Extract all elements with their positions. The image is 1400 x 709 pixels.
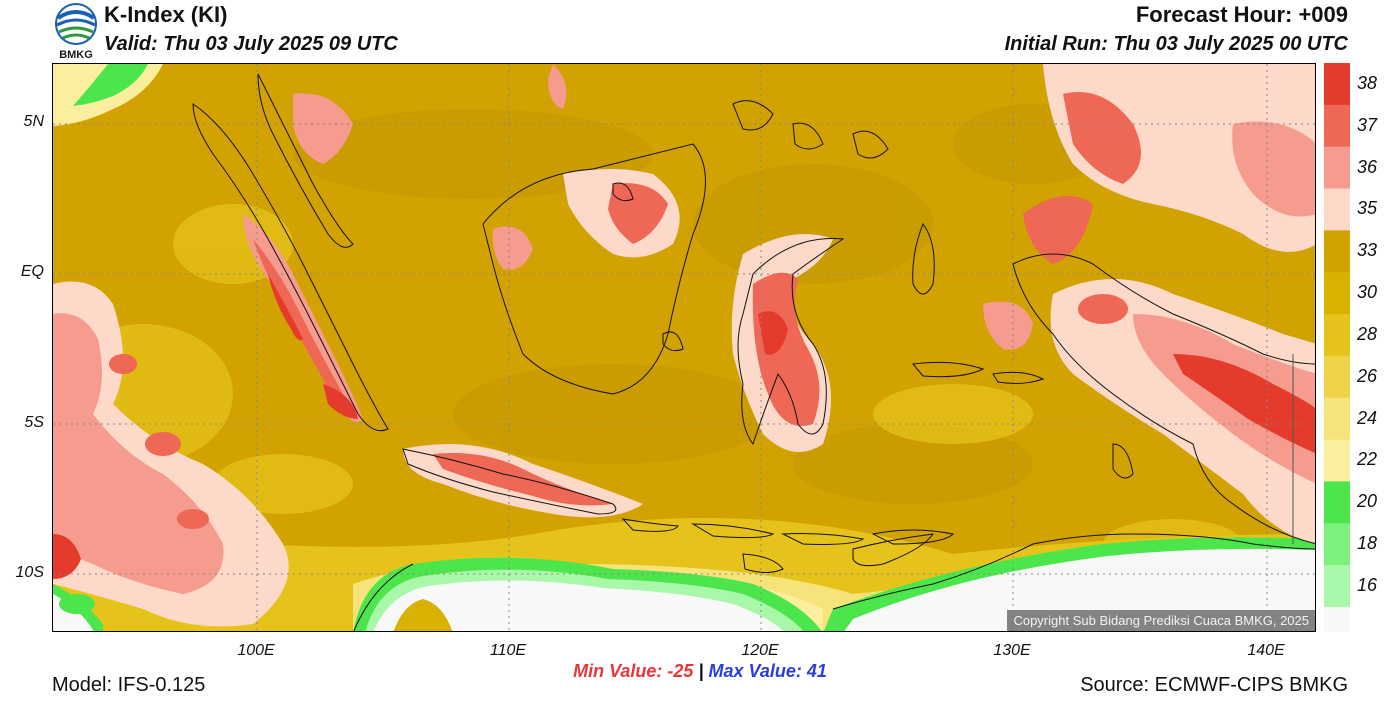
colorbar-swatch (1324, 272, 1350, 315)
colorbar-label: 37 (1357, 114, 1378, 135)
map-canvas (53, 64, 1315, 631)
colorbar-swatch (1324, 523, 1350, 566)
min-max-values: Min Value: -25 | Max Value: 41 (0, 661, 1400, 682)
source-label: Source: ECMWF-CIPS BMKG (1080, 674, 1348, 696)
chart-title: K-Index (KI) (104, 2, 228, 27)
min-value: Min Value: -25 (573, 661, 694, 681)
colorbar-swatch (1324, 188, 1350, 231)
lat-label: 10S (15, 564, 44, 581)
colorbar-label: 18 (1357, 533, 1378, 554)
initial-run: Initial Run: Thu 03 July 2025 00 UTC (1004, 33, 1348, 55)
lon-label: 130E (993, 642, 1031, 659)
colorbar-swatch (1324, 481, 1350, 524)
colorbar-label: 24 (1357, 407, 1378, 428)
colorbar-label: 26 (1357, 365, 1378, 386)
colorbar-swatch (1324, 439, 1350, 482)
valid-time: Valid: Thu 03 July 2025 09 UTC (104, 33, 398, 55)
bmkg-logo: BMKG (52, 2, 100, 61)
high-ki-zones (53, 64, 1315, 627)
colorbar-swatch (1324, 397, 1350, 441)
model-label: Model: IFS-0.125 (52, 674, 206, 696)
colorbar-label: 36 (1357, 156, 1378, 177)
colorbar-swatch (1324, 606, 1350, 632)
colorbar-swatch (1324, 63, 1350, 106)
coastlines (192, 73, 1315, 631)
islands (612, 100, 889, 352)
logo-text: BMKG (59, 49, 93, 60)
colorbar-label: 38 (1357, 72, 1378, 93)
colorbar-swatch (1324, 355, 1350, 399)
colorbar-label: 35 (1357, 198, 1378, 219)
colorbar-swatch (1324, 146, 1350, 190)
colorbar-label: 30 (1357, 282, 1378, 303)
colorbar-label: 22 (1357, 449, 1378, 470)
lat-label: 5N (23, 113, 44, 130)
colorbar-swatch (1324, 230, 1350, 273)
colorbar-label: 20 (1357, 491, 1378, 512)
colorbar-label: 28 (1357, 323, 1378, 344)
max-value: Max Value: 41 (708, 661, 827, 681)
k-index-map[interactable]: Copyright Sub Bidang Prediksi Cuaca BMKG… (52, 63, 1316, 632)
colorbar-swatch (1324, 565, 1350, 608)
colorbar (1324, 63, 1350, 632)
colorbar-swatch (1324, 314, 1350, 357)
colorbar-label: 16 (1357, 574, 1378, 595)
min-max-separator: | (698, 661, 704, 681)
lon-label: 140E (1247, 642, 1285, 659)
lon-label: 110E (489, 642, 527, 659)
lon-label: 120E (741, 642, 779, 659)
lat-label: 5S (24, 414, 44, 431)
gridlines (53, 64, 1315, 631)
lat-label: EQ (20, 263, 44, 280)
colorbar-label: 33 (1357, 240, 1378, 261)
forecast-hour: Forecast Hour: +009 (1135, 2, 1348, 27)
lon-label: 100E (237, 642, 275, 659)
copyright-note: Copyright Sub Bidang Prediksi Cuaca BMKG… (1007, 610, 1315, 631)
colorbar-swatch (1324, 104, 1350, 148)
